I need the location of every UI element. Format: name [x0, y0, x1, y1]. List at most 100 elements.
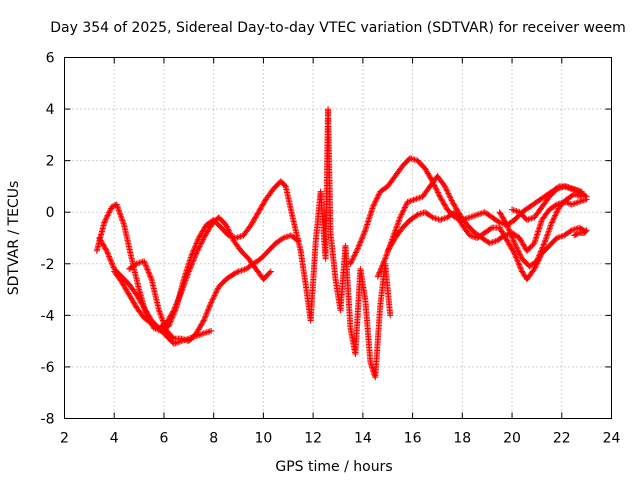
data-point-interp [391, 229, 398, 236]
data-point-interp [224, 224, 231, 231]
data-point-interp [104, 249, 111, 256]
data-point-interp [355, 243, 362, 250]
data-point-interp [501, 216, 508, 223]
data-point-interp [555, 185, 562, 192]
data-point-interp [119, 280, 126, 287]
data-point-interp [567, 228, 574, 235]
data-point-interp [174, 298, 181, 305]
data-point-interp [544, 231, 551, 238]
data-point-interp [170, 308, 177, 315]
data-point-interp [571, 226, 578, 233]
data-point-interp [201, 233, 208, 240]
data-point-interp [158, 314, 165, 321]
data-point [568, 201, 575, 208]
data-point-interp [106, 208, 113, 215]
data-point-interp [144, 266, 151, 273]
data-point-interp [161, 321, 168, 328]
data-point-interp [103, 246, 110, 253]
data-point-interp [465, 214, 472, 221]
data-point-interp [142, 260, 149, 267]
data-point-interp [227, 230, 234, 237]
data-point-interp [380, 259, 387, 266]
data-point-interp [135, 294, 142, 301]
data-point-interp [201, 316, 208, 323]
data-point-interp [129, 296, 136, 303]
data-point-interp [158, 313, 165, 320]
x-axis-label: GPS time / hours [275, 459, 392, 475]
data-point-interp [357, 238, 364, 245]
data-point-interp [203, 329, 210, 336]
data-point-interp [513, 244, 520, 251]
data-point-interp [520, 241, 527, 248]
data-point-interp [565, 184, 572, 191]
data-point-interp [439, 198, 446, 205]
data-point-interp [393, 223, 400, 230]
y-tick-label: -6 [41, 360, 55, 376]
data-point-interp [350, 255, 357, 262]
data-point-interp [132, 302, 139, 309]
data-point-interp [125, 290, 132, 297]
data-point-interp [515, 260, 522, 267]
data-point-interp [573, 199, 580, 206]
data-point-interp [104, 212, 111, 219]
y-tick-label: -4 [41, 308, 55, 324]
data-point-interp [378, 265, 385, 272]
data-point-interp [540, 242, 547, 249]
data-point-interp [147, 274, 154, 281]
data-point-interp [205, 225, 212, 232]
data-point-interp [176, 338, 183, 345]
data-point-interp [500, 231, 507, 238]
data-point-interp [198, 321, 205, 328]
data-point-interp [416, 194, 423, 201]
data-point-interp [492, 238, 499, 245]
data-point [576, 198, 583, 205]
data-point-interp [518, 267, 525, 274]
data-point-interp [538, 247, 545, 254]
data-point-interp [183, 274, 190, 281]
data-point [504, 222, 511, 229]
data-point-interp [556, 184, 563, 191]
data-point-interp [226, 229, 233, 236]
data-point [295, 237, 302, 244]
data-point-interp [425, 170, 432, 177]
data-point-interp [416, 211, 423, 218]
data-point-interp [174, 297, 181, 304]
data-point-interp [378, 263, 385, 270]
data-point-interp [114, 202, 121, 209]
data-point-interp [547, 222, 554, 229]
data-point-interp [193, 249, 200, 256]
data-point [449, 198, 456, 205]
data-point-interp [102, 245, 109, 252]
data-point-interp [356, 242, 363, 249]
data-point-interp [206, 224, 213, 231]
data-point-interp [137, 298, 144, 305]
data-point-interp [382, 254, 389, 261]
y-tick-label: -2 [41, 257, 55, 273]
data-point-interp [510, 249, 517, 256]
data-point-interp [258, 204, 265, 211]
data-point-interp [570, 186, 577, 193]
data-point [436, 216, 443, 223]
data-point-interp [136, 296, 143, 303]
data-point-interp [116, 210, 123, 217]
data-point-interp [370, 202, 377, 209]
data-point-interp [475, 211, 482, 218]
data-point-interp [257, 205, 264, 212]
data-point [193, 250, 200, 257]
data-point-interp [237, 268, 244, 275]
data-point-interp [249, 219, 256, 226]
data-point-interp [181, 281, 188, 288]
data-point-interp [123, 287, 130, 294]
data-point [568, 186, 575, 193]
data-point-interp [439, 215, 446, 222]
data-point-interp [517, 237, 524, 244]
data-point-interp [505, 240, 512, 247]
data-point-interp [212, 291, 219, 298]
data-point-interp [144, 309, 151, 316]
x-tick-label: 8 [209, 431, 218, 447]
data-point-interp [361, 228, 368, 235]
data-point-interp [159, 316, 166, 323]
data-point-interp [142, 307, 149, 314]
data-point-interp [491, 238, 498, 245]
